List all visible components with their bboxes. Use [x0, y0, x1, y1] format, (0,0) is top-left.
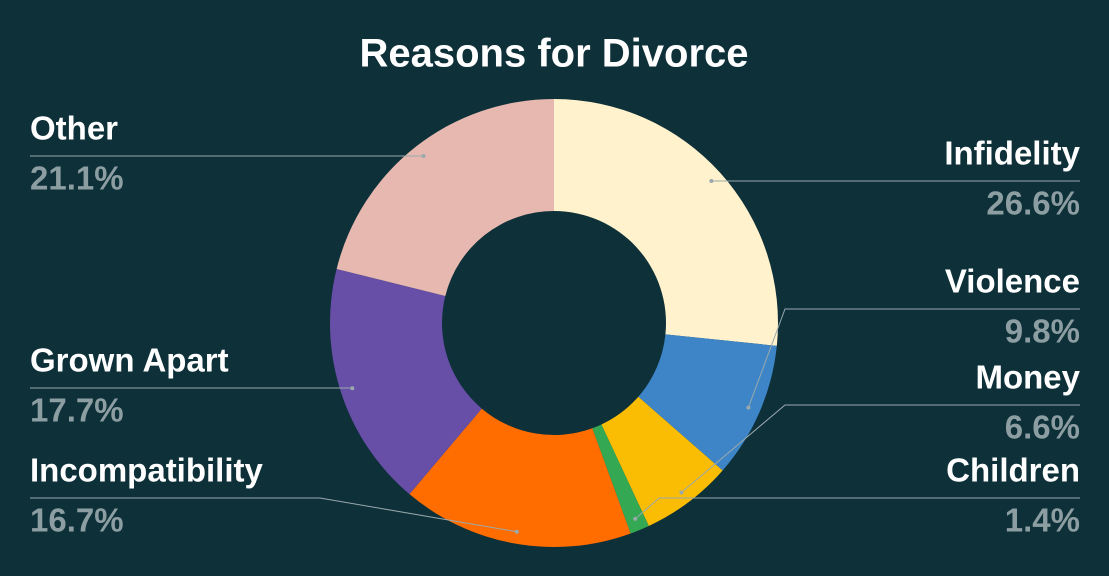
category-label: Incompatibility: [30, 452, 264, 489]
donut-slice: [554, 99, 779, 346]
leader-dot: [514, 529, 519, 534]
leader-dot: [633, 516, 638, 521]
donut-slice: [336, 99, 554, 296]
category-label: Infidelity: [944, 135, 1080, 172]
donut-slice: [601, 396, 723, 526]
donut-slice: [409, 408, 631, 547]
value-label: 6.6%: [1005, 409, 1080, 446]
leader-dot: [746, 405, 751, 410]
value-label: 17.7%: [30, 392, 124, 429]
leader-line: [634, 497, 1080, 520]
donut-slice: [329, 268, 482, 495]
category-label: Grown Apart: [30, 342, 229, 379]
donut-slice: [638, 334, 777, 471]
leader-line: [747, 308, 1080, 408]
category-label: Violence: [945, 263, 1080, 300]
value-label: 9.8%: [1005, 313, 1080, 350]
leader-dot: [709, 178, 714, 183]
leader-dot: [679, 490, 684, 495]
value-label: 26.6%: [986, 185, 1080, 222]
leader-dot: [350, 386, 355, 391]
category-label: Money: [975, 359, 1080, 396]
value-label: 16.7%: [30, 502, 124, 539]
value-label: 21.1%: [30, 160, 124, 197]
leader-line: [681, 404, 1080, 493]
value-label: 1.4%: [1005, 502, 1080, 539]
chart-title: Reasons for Divorce: [359, 32, 748, 76]
donut-slice: [592, 424, 649, 534]
leader-line: [30, 497, 517, 533]
category-label: Children: [946, 452, 1080, 489]
category-label: Other: [30, 110, 118, 147]
leader-dot: [421, 153, 426, 158]
